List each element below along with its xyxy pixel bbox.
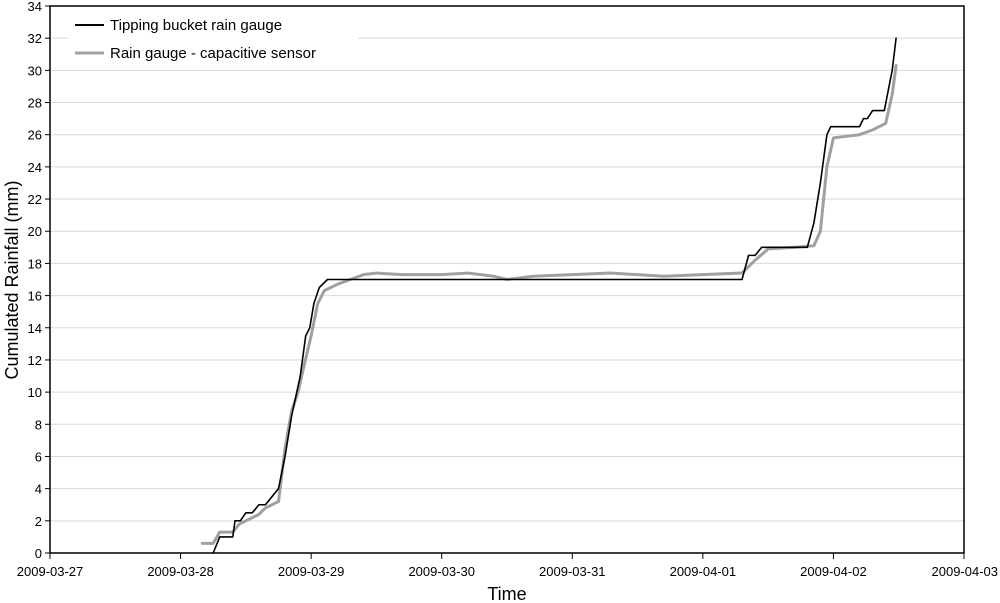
- y-tick-label: 20: [28, 224, 42, 239]
- x-tick-label: 2009-03-31: [539, 564, 606, 579]
- legend-label-tipping-bucket: Tipping bucket rain gauge: [110, 17, 282, 34]
- x-tick-label: 2009-03-29: [278, 564, 345, 579]
- y-tick-label: 24: [28, 160, 42, 175]
- y-tick-label: 4: [35, 482, 42, 497]
- y-tick-label: 22: [28, 192, 42, 207]
- y-axis-title: Cumulated Rainfall (mm): [2, 180, 22, 379]
- legend-label-capacitive: Rain gauge - capacitive sensor: [110, 45, 316, 62]
- y-tick-label: 34: [28, 0, 42, 14]
- y-tick-label: 8: [35, 417, 42, 432]
- y-tick-label: 14: [28, 321, 42, 336]
- y-tick-label: 28: [28, 96, 42, 111]
- y-tick-label: 16: [28, 289, 42, 304]
- x-tick-label: 2009-04-03: [932, 564, 999, 579]
- x-tick-label: 2009-04-02: [800, 564, 867, 579]
- y-tick-label: 10: [28, 385, 42, 400]
- y-tick-label: 30: [28, 63, 42, 78]
- series-line-capacitive-sensor: [200, 64, 898, 545]
- y-tick-label: 0: [35, 546, 42, 561]
- legend-background: [68, 10, 358, 66]
- y-tick-label: 12: [28, 353, 42, 368]
- y-tick-label: 26: [28, 128, 42, 143]
- x-axis-ticks: 2009-03-27 2009-03-28 2009-03-29 2009-03-30…: [17, 553, 998, 579]
- y-tick-label: 6: [35, 449, 42, 464]
- x-tick-label: 2009-03-28: [147, 564, 214, 579]
- x-axis-title: Time: [487, 584, 526, 603]
- y-tick-label: 2: [35, 514, 42, 529]
- y-tick-label: 18: [28, 256, 42, 271]
- series-line-tipping-bucket: [212, 37, 897, 554]
- x-tick-label: 2009-04-01: [670, 564, 737, 579]
- x-tick-label: 2009-03-30: [408, 564, 475, 579]
- x-tick-label: 2009-03-27: [17, 564, 84, 579]
- y-tick-label: 32: [28, 31, 42, 46]
- legend: Tipping bucket rain gauge Rain gauge - c…: [68, 10, 358, 66]
- plot-frame: [49, 5, 965, 554]
- series-layer: [200, 37, 898, 554]
